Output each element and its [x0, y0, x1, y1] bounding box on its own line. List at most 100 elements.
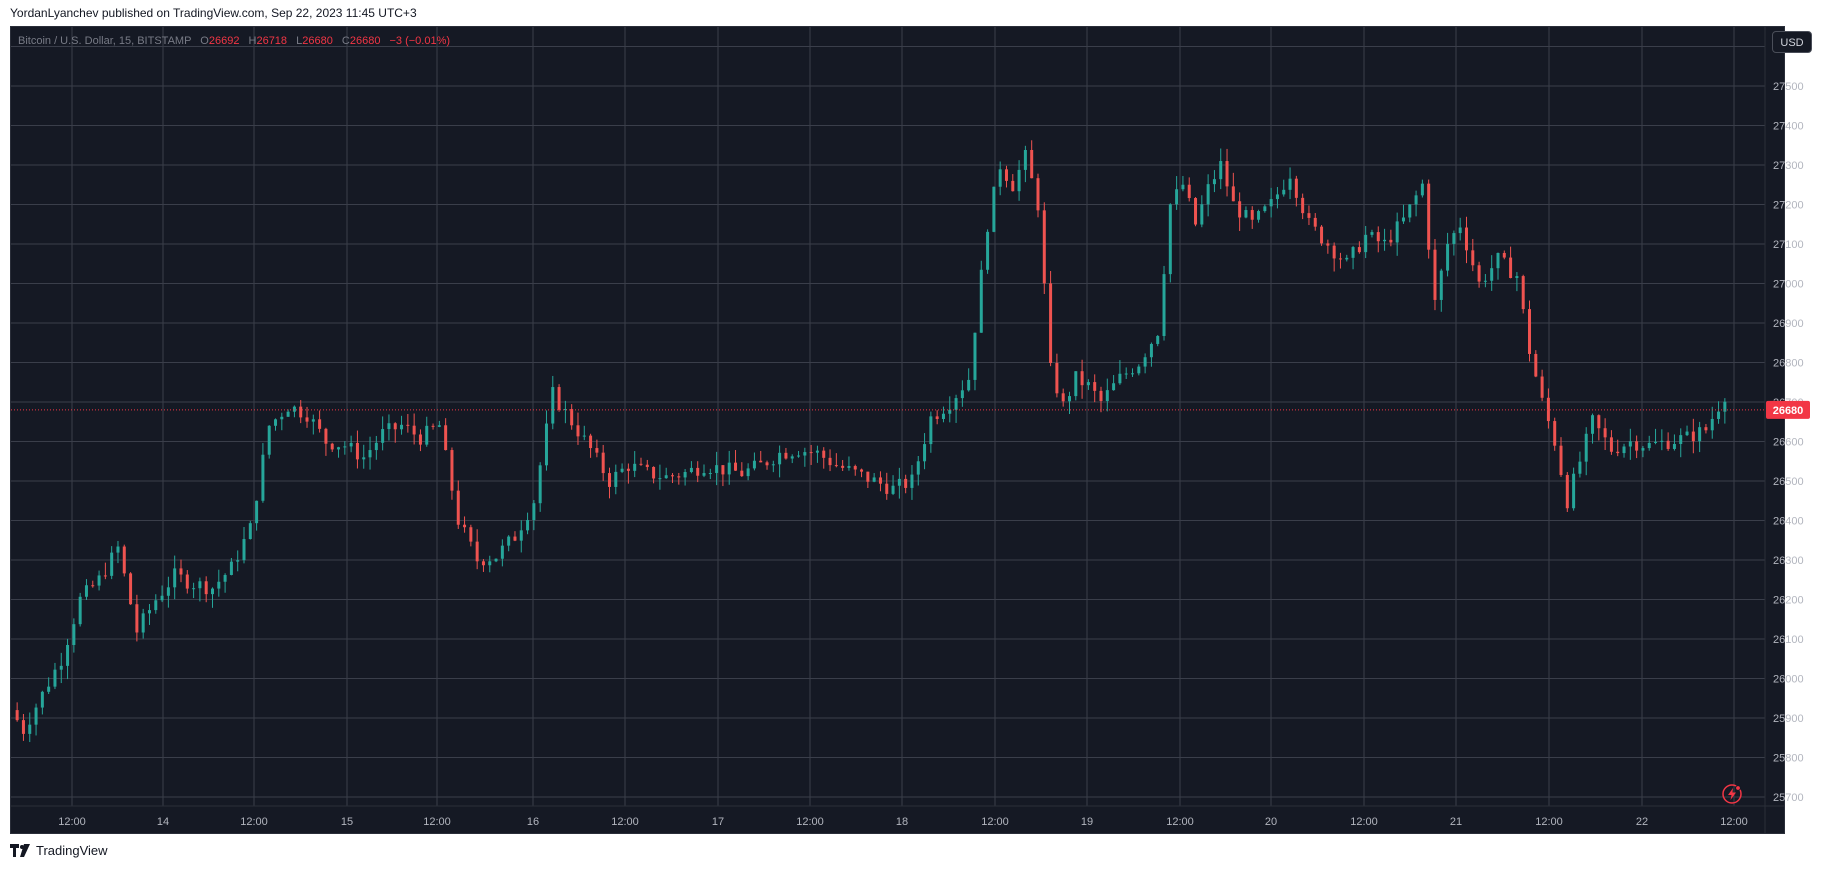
- candle-body: [1206, 184, 1210, 205]
- x-tick-label: 18: [896, 816, 908, 828]
- candle-body: [1597, 415, 1601, 429]
- candle-body: [1112, 383, 1116, 391]
- candle-body: [1666, 440, 1670, 449]
- candle-body: [1181, 184, 1185, 190]
- candle-body: [1004, 169, 1008, 181]
- candle-body: [1452, 233, 1456, 244]
- footer-brand: TradingView: [10, 843, 108, 858]
- candle-body: [103, 575, 107, 577]
- candle-body: [904, 478, 908, 488]
- candle-body: [1641, 448, 1645, 451]
- candle-body: [715, 465, 719, 474]
- change-value: −3 (−0.01%): [389, 35, 451, 47]
- candle-body: [1030, 150, 1034, 179]
- currency-button[interactable]: USD: [1772, 31, 1812, 53]
- candle-body: [481, 561, 485, 566]
- candle-body: [847, 466, 851, 468]
- candle-body: [721, 465, 725, 475]
- candle-body: [1275, 194, 1279, 200]
- candle-body: [1149, 343, 1153, 358]
- candle-body: [1679, 435, 1683, 445]
- candle-body: [891, 485, 895, 494]
- candle-body: [47, 686, 51, 692]
- candle-body: [160, 595, 164, 601]
- candle-body: [734, 462, 738, 471]
- candle-body: [1357, 247, 1361, 253]
- candle-body: [866, 471, 870, 482]
- candle-body: [223, 574, 227, 582]
- x-tick-label: 12:00: [981, 816, 1009, 828]
- chart-pane[interactable]: [10, 26, 1785, 834]
- candle-body: [400, 424, 404, 430]
- candle-body: [683, 472, 687, 478]
- y-tick-label: 26400: [1773, 516, 1804, 528]
- candle-body: [797, 455, 801, 457]
- candle-body: [1490, 268, 1494, 281]
- candle-body: [1067, 396, 1071, 402]
- candle-body: [1011, 180, 1015, 192]
- publish-line: YordanLyanchev published on TradingView.…: [10, 6, 417, 20]
- candle-body: [979, 269, 983, 333]
- candle-body: [456, 490, 460, 525]
- y-tick-label: 26600: [1773, 437, 1804, 449]
- candle-body: [1603, 428, 1607, 438]
- candle-body: [368, 450, 372, 458]
- candle-body: [1049, 283, 1053, 364]
- candle-body: [784, 452, 788, 459]
- candle-body: [1093, 382, 1097, 391]
- candle-body: [292, 406, 296, 412]
- candle-body: [1263, 206, 1267, 212]
- x-tick-label: 12:00: [58, 816, 86, 828]
- candle-body: [513, 536, 517, 541]
- candle-body: [1408, 204, 1412, 218]
- lightning-icon[interactable]: [1721, 783, 1743, 805]
- y-tick-label: 26900: [1773, 318, 1804, 330]
- candle-body: [91, 585, 95, 587]
- candle-body: [589, 435, 593, 449]
- candle-body: [1464, 227, 1468, 251]
- candle-body: [544, 423, 548, 466]
- symbol-name[interactable]: Bitcoin / U.S. Dollar, 15, BITSTAMP: [18, 35, 192, 47]
- x-tick-label: 12:00: [1166, 816, 1194, 828]
- x-tick-label: 12:00: [423, 816, 451, 828]
- candle-body: [563, 408, 567, 410]
- x-tick-label: 12:00: [1720, 816, 1748, 828]
- candle-body: [671, 475, 675, 477]
- candle-body: [286, 411, 290, 417]
- y-tick-label: 26200: [1773, 595, 1804, 607]
- candle-body: [614, 471, 618, 487]
- candle-body: [1704, 427, 1708, 431]
- candle-body: [66, 644, 70, 666]
- candle-body: [601, 452, 605, 474]
- symbol-legend: Bitcoin / U.S. Dollar, 15, BITSTAMP O266…: [18, 35, 450, 47]
- candle-body: [1427, 183, 1431, 250]
- candle-body: [324, 428, 328, 444]
- candle-body: [72, 624, 76, 645]
- close-value: 26680: [349, 35, 381, 47]
- candle-body: [15, 710, 19, 721]
- candle-body: [992, 186, 996, 232]
- candle-body: [1269, 199, 1273, 207]
- candle-body: [248, 523, 252, 540]
- candle-body: [1257, 211, 1261, 220]
- candle-body: [1244, 210, 1248, 218]
- candle-body: [576, 425, 580, 437]
- candle-body: [916, 461, 920, 475]
- high-value: 26718: [256, 35, 288, 47]
- candle-body: [311, 419, 315, 422]
- candle-body: [1559, 445, 1563, 475]
- candle-body: [444, 425, 448, 451]
- candle-body: [727, 462, 731, 475]
- candle-body: [948, 409, 952, 414]
- candle-body: [337, 447, 341, 450]
- candle-body: [500, 545, 504, 559]
- candle-body: [973, 332, 977, 380]
- x-tick-label: 20: [1265, 816, 1277, 828]
- candle-body: [1137, 366, 1141, 374]
- close-key: C: [341, 35, 350, 47]
- candle-body: [532, 503, 536, 521]
- candle-body: [122, 546, 126, 574]
- candle-body: [418, 434, 422, 445]
- candle-body: [1175, 189, 1179, 205]
